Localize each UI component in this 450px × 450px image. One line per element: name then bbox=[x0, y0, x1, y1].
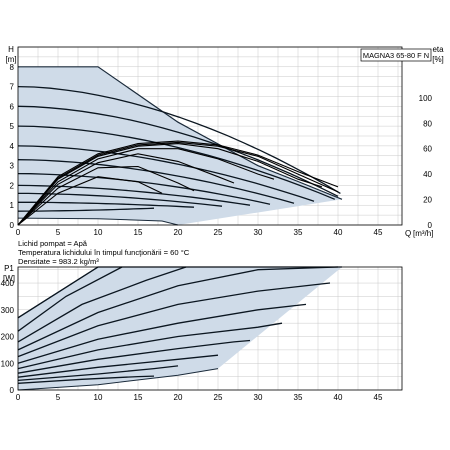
power-curve-8 bbox=[17, 339, 251, 374]
head-y-tick-label: 3 bbox=[10, 162, 15, 171]
power-plot-frame bbox=[17, 266, 403, 391]
head-x-tick-label: 15 bbox=[134, 228, 143, 237]
eff-y-label: eta bbox=[432, 45, 444, 54]
power-curve-11 bbox=[17, 375, 155, 384]
efficiency-curves bbox=[17, 140, 339, 226]
head-x-tick-label: 45 bbox=[374, 228, 383, 237]
power-x-tick-label: 40 bbox=[334, 393, 343, 402]
model-title-box: MAGNA3 65-80 F N bbox=[360, 48, 432, 62]
head-y-ticks: 0 1 2 3 4 5 6 7 8 bbox=[10, 63, 15, 230]
head-x-tick-label: 30 bbox=[254, 228, 263, 237]
power-x-tick-label: 30 bbox=[254, 393, 263, 402]
efficiency-curve-1 bbox=[17, 140, 339, 226]
head-curve-2 bbox=[17, 105, 339, 197]
eff-y-tick-label: 20 bbox=[423, 196, 432, 205]
efficiency-curve-2 bbox=[17, 141, 339, 226]
head-x-tick-label: 0 bbox=[16, 228, 21, 237]
power-curve-4 bbox=[17, 266, 339, 351]
power-curve-5 bbox=[17, 282, 331, 358]
eff-y-tick-label: 0 bbox=[428, 221, 433, 230]
head-min-curve bbox=[17, 217, 179, 226]
head-y-tick-label: 4 bbox=[10, 142, 15, 151]
head-x-tick-label: 10 bbox=[94, 228, 103, 237]
power-curve-6 bbox=[17, 303, 307, 364]
head-x-tick-label: 5 bbox=[56, 228, 61, 237]
x-axis-unit: [m³/h] bbox=[413, 229, 433, 238]
power-x-tick-label: 5 bbox=[56, 393, 61, 402]
head-y-unit: [m] bbox=[5, 55, 16, 64]
head-y-tick-label: 8 bbox=[10, 63, 15, 72]
power-curve-1 bbox=[17, 266, 99, 319]
head-x-ticks: 0 5 10 15 20 25 30 35 40 45 bbox=[16, 228, 383, 237]
model-title: MAGNA3 65-80 F N bbox=[363, 51, 429, 60]
power-x-tick-label: 25 bbox=[214, 393, 223, 402]
x-axis-label: Q bbox=[405, 229, 411, 238]
power-x-tick-label: 45 bbox=[374, 393, 383, 402]
eff-y-tick-label: 60 bbox=[423, 145, 432, 154]
efficiency-curve-7 bbox=[17, 176, 163, 226]
head-curve-5 bbox=[17, 159, 295, 204]
power-panel: 0 5 10 15 20 25 30 35 40 45 0 100 200 300 400 P1 [W] bbox=[1, 264, 403, 402]
head-curve-3 bbox=[17, 125, 336, 200]
power-curve-3 bbox=[17, 266, 187, 343]
head-x-tick-label: 40 bbox=[334, 228, 343, 237]
density-note: Densitate = 983.2 kg/m³ bbox=[18, 257, 99, 266]
power-y-tick-label: 300 bbox=[1, 306, 15, 315]
power-x-tick-label: 20 bbox=[174, 393, 183, 402]
head-x-tick-label: 20 bbox=[174, 228, 183, 237]
head-curve-10 bbox=[17, 207, 155, 212]
head-y-tick-label: 1 bbox=[10, 201, 15, 210]
power-x-tick-label: 10 bbox=[94, 393, 103, 402]
efficiency-curve-5 bbox=[17, 153, 235, 226]
head-max-curve bbox=[18, 66, 343, 200]
efficiency-curve-6 bbox=[17, 165, 195, 226]
temperature-note: Temperatura lichidului în timpul funcţio… bbox=[18, 248, 190, 257]
head-right-y-ticks: 0 20 40 60 80 100 bbox=[419, 94, 433, 230]
head-operating-area bbox=[18, 66, 342, 225]
eff-y-tick-label: 80 bbox=[423, 119, 432, 128]
efficiency-curve-4 bbox=[17, 148, 275, 226]
eff-y-unit: [%] bbox=[432, 55, 444, 64]
power-y-unit: [W] bbox=[3, 274, 15, 283]
power-curve-7 bbox=[17, 322, 283, 370]
power-y-label: P1 bbox=[4, 264, 14, 273]
head-plot-frame bbox=[17, 46, 403, 226]
head-y-tick-label: 0 bbox=[10, 221, 15, 230]
power-x-tick-label: 15 bbox=[134, 393, 143, 402]
power-y-ticks: 0 100 200 300 400 bbox=[1, 279, 15, 395]
power-min-curve bbox=[17, 368, 219, 391]
fluid-note: Lichid pompat = Apă bbox=[18, 239, 88, 248]
power-y-tick-label: 400 bbox=[1, 279, 15, 288]
power-y-tick-label: 200 bbox=[1, 333, 15, 342]
power-y-tick-label: 0 bbox=[10, 386, 15, 395]
head-y-tick-label: 2 bbox=[10, 181, 15, 190]
eff-y-tick-label: 100 bbox=[419, 94, 433, 103]
head-curve-6 bbox=[17, 172, 271, 205]
power-curve-2 bbox=[17, 266, 123, 332]
head-x-tick-label: 25 bbox=[214, 228, 223, 237]
power-y-tick-label: 100 bbox=[1, 359, 15, 368]
head-x-tick-label: 35 bbox=[294, 228, 303, 237]
power-x-ticks: 0 5 10 15 20 25 30 35 40 45 bbox=[16, 393, 383, 402]
head-y-tick-label: 6 bbox=[10, 102, 15, 111]
power-x-tick-label: 35 bbox=[294, 393, 303, 402]
power-curve-9 bbox=[17, 354, 219, 378]
head-curve-4 bbox=[17, 145, 315, 202]
head-y-tick-label: 7 bbox=[10, 83, 15, 92]
power-curve-10 bbox=[17, 365, 179, 382]
head-y-tick-label: 5 bbox=[10, 122, 15, 131]
eff-y-tick-label: 40 bbox=[423, 170, 432, 179]
efficiency-curve-3 bbox=[17, 143, 323, 226]
head-curve-1 bbox=[17, 85, 341, 194]
head-y-label: H bbox=[8, 45, 14, 54]
head-curve-9 bbox=[18, 201, 195, 208]
head-area-fill bbox=[18, 66, 342, 225]
power-x-tick-label: 0 bbox=[16, 393, 21, 402]
x-axis-label-group: Q [m³/h] bbox=[405, 229, 433, 238]
